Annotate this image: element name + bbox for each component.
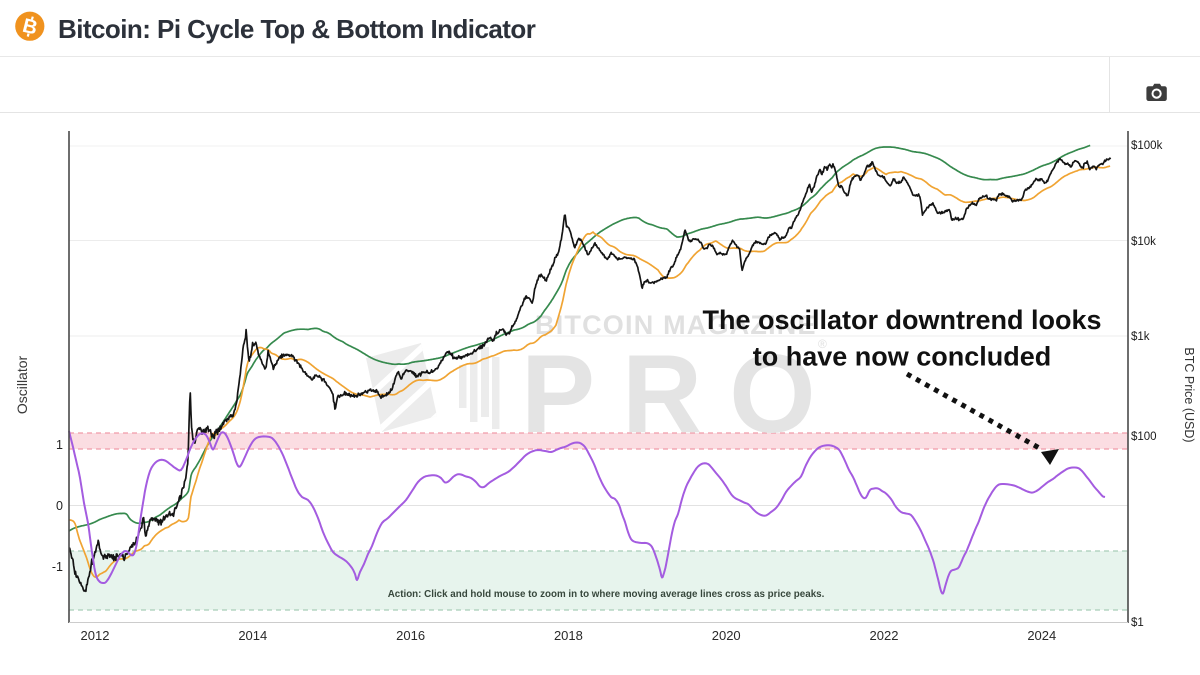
svg-text:2018: 2018 — [554, 628, 583, 643]
svg-text:$1k: $1k — [1131, 331, 1150, 343]
svg-text:BTC Price (USD): BTC Price (USD) — [1182, 347, 1196, 442]
svg-text:1: 1 — [56, 438, 63, 452]
svg-text:0: 0 — [56, 499, 63, 513]
svg-text:$100: $100 — [1131, 431, 1157, 443]
svg-text:to have now concluded: to have now concluded — [753, 342, 1052, 372]
svg-text:Action: Click and hold mouse t: Action: Click and hold mouse to zoom in … — [388, 589, 825, 600]
svg-text:2014: 2014 — [238, 628, 267, 643]
svg-text:-1: -1 — [52, 560, 63, 574]
svg-text:2022: 2022 — [870, 628, 899, 643]
svg-text:2024: 2024 — [1027, 628, 1056, 643]
svg-text:$10k: $10k — [1131, 236, 1156, 248]
svg-text:$100k: $100k — [1131, 140, 1163, 152]
svg-text:B: B — [20, 15, 39, 40]
svg-text:2012: 2012 — [81, 628, 110, 643]
svg-text:The oscillator downtrend looks: The oscillator downtrend looks — [702, 305, 1101, 335]
svg-text:2016: 2016 — [396, 628, 425, 643]
svg-text:Bitcoin: Pi Cycle Top & Bottom: Bitcoin: Pi Cycle Top & Bottom Indicator — [58, 14, 536, 44]
svg-text:Oscillator: Oscillator — [14, 355, 30, 414]
svg-text:$1: $1 — [1131, 617, 1144, 629]
svg-text:BITCOIN MAGAZINE: BITCOIN MAGAZINE — [535, 310, 817, 340]
svg-text:®: ® — [818, 337, 827, 351]
svg-text:2020: 2020 — [712, 628, 741, 643]
svg-text:PRO: PRO — [521, 332, 843, 456]
